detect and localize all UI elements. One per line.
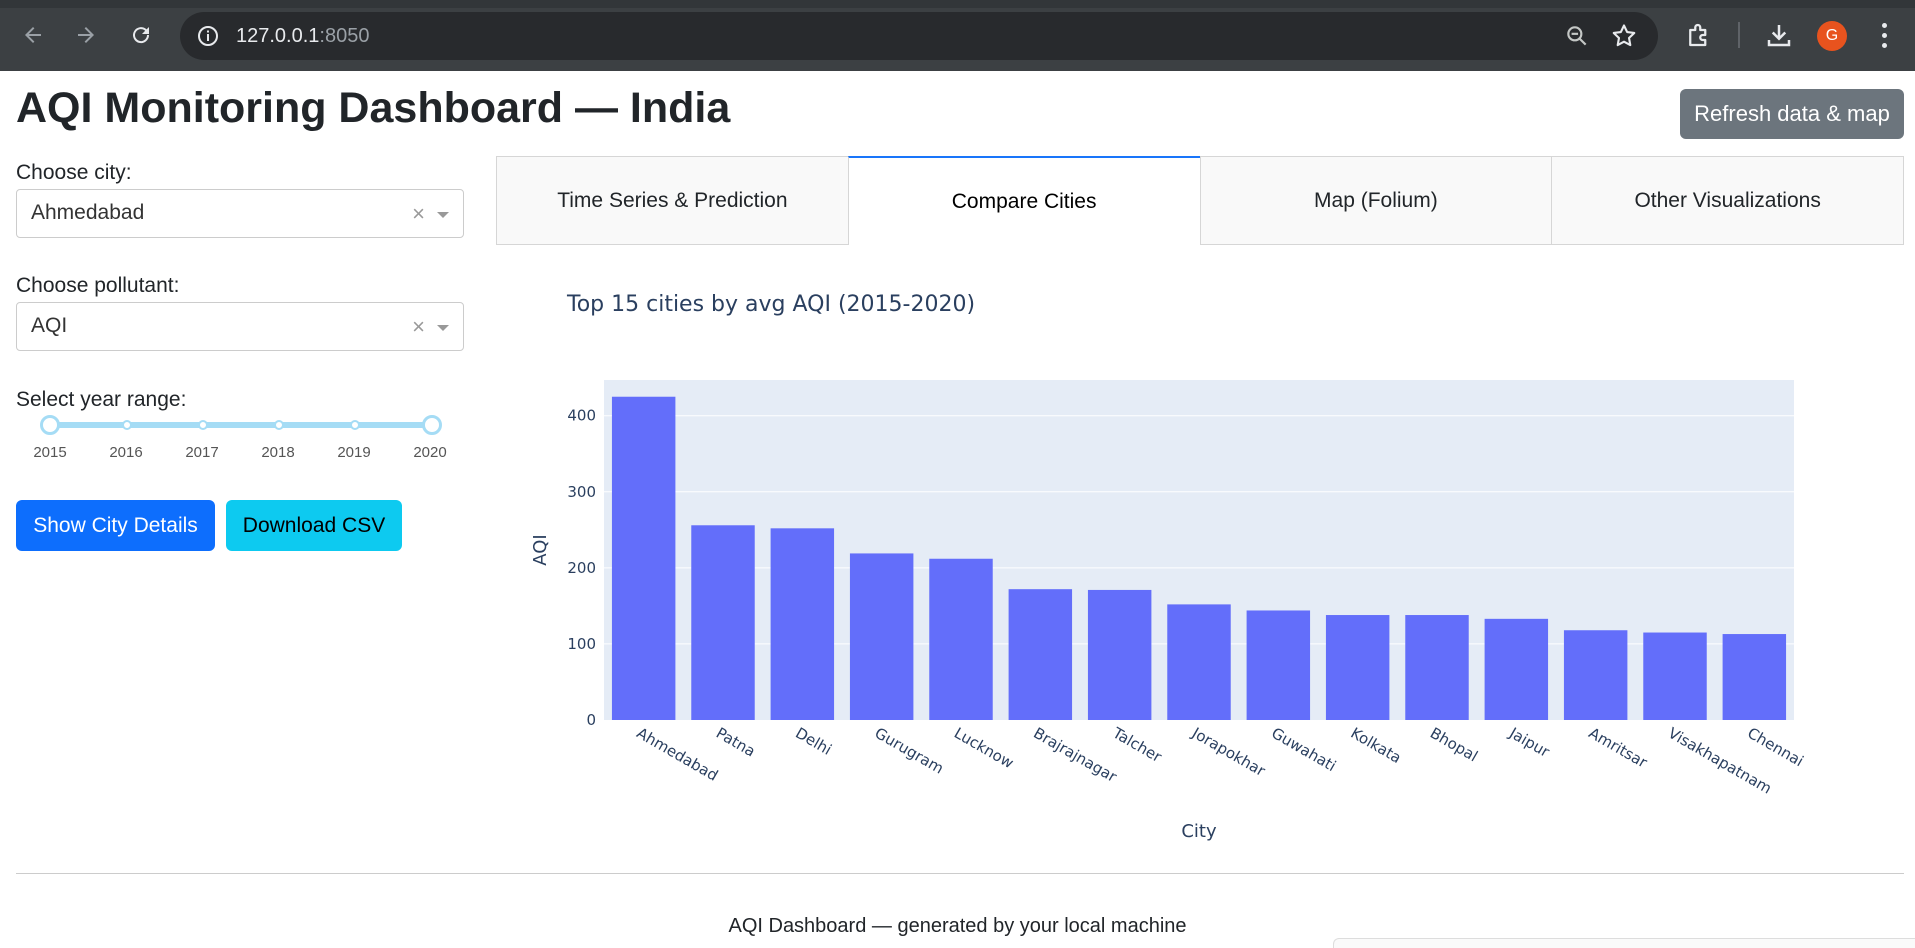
download-icon[interactable] — [1764, 20, 1794, 50]
chart-title: Top 15 cities by avg AQI (2015-2020) — [566, 292, 975, 317]
y-tick-label: 0 — [586, 711, 596, 729]
tab-bar: Time Series & Prediction Compare Cities … — [496, 156, 1904, 245]
bar — [849, 553, 914, 720]
download-csv-button[interactable]: Download CSV — [226, 500, 402, 551]
slider-dot — [122, 420, 132, 430]
slider-mark: 2018 — [261, 444, 295, 461]
compare-cities-chart: 0 100 200 300 400 Ahmedabad Patna Delhi Gurugram… — [496, 250, 1904, 850]
x-tick-label: Brajrajnagar — [1030, 724, 1120, 786]
zoom-icon[interactable] — [1564, 23, 1590, 49]
bar — [611, 396, 676, 720]
bar — [1643, 632, 1707, 720]
profile-avatar[interactable]: G — [1817, 21, 1847, 51]
back-arrow-icon[interactable] — [16, 18, 50, 52]
x-tick-label: Ahmedabad — [634, 724, 721, 785]
tab-time-series[interactable]: Time Series & Prediction — [496, 156, 849, 245]
tab-map[interactable]: Map (Folium) — [1199, 156, 1553, 245]
x-tick-label: Jaipur — [1505, 723, 1553, 761]
y-axis-title: AQI — [530, 534, 551, 565]
x-tick-label: Chennai — [1744, 724, 1806, 770]
page-title: AQI Monitoring Dashboard — India — [16, 84, 731, 132]
address-bar[interactable]: 127.0.0.1:8050 — [180, 12, 1658, 60]
bar — [1325, 615, 1390, 720]
slider-dot — [198, 420, 208, 430]
show-city-details-button[interactable]: Show City Details — [16, 500, 215, 551]
y-tick-label: 400 — [567, 407, 596, 425]
city-label: Choose city: — [16, 161, 132, 184]
refresh-button[interactable]: Refresh data & map — [1680, 89, 1904, 139]
year-range-slider[interactable]: 2015 2016 2017 2018 2019 2020 — [28, 412, 448, 472]
clear-icon[interactable]: × — [412, 314, 425, 339]
city-dropdown[interactable]: Ahmedabad × — [16, 189, 464, 238]
bar — [1087, 589, 1152, 720]
x-tick-label: Delhi — [792, 724, 834, 759]
x-tick-label: Jorapokhar — [1188, 723, 1269, 780]
reload-icon[interactable] — [124, 18, 158, 52]
slider-mark: 2015 — [33, 444, 67, 461]
url-text: 127.0.0.1:8050 — [236, 25, 369, 48]
slider-mark: 2019 — [337, 444, 371, 461]
bar — [1722, 634, 1787, 720]
bookmark-star-icon[interactable] — [1610, 22, 1638, 50]
year-range-label: Select year range: — [16, 388, 187, 411]
bar — [1167, 604, 1231, 720]
x-tick-label: Kolkata — [1348, 724, 1405, 767]
slider-mark: 2016 — [109, 444, 143, 461]
clear-icon[interactable]: × — [412, 201, 425, 226]
url-port: :8050 — [319, 25, 370, 47]
slider-dot — [274, 420, 284, 430]
site-info-icon[interactable] — [196, 24, 220, 48]
x-tick-label: Talcher — [1109, 723, 1166, 766]
city-dropdown-value: Ahmedabad — [31, 201, 145, 224]
bar — [1008, 589, 1073, 720]
pollutant-dropdown[interactable]: AQI × — [16, 302, 464, 351]
url-host: 127.0.0.1 — [236, 25, 320, 47]
slider-mark: 2020 — [413, 444, 447, 461]
bar — [1563, 630, 1628, 720]
floating-panel-edge — [1333, 938, 1915, 948]
tab-compare-cities[interactable]: Compare Cities — [847, 156, 1201, 245]
footer-divider — [16, 873, 1904, 874]
bar — [929, 558, 993, 720]
pollutant-label: Choose pollutant: — [16, 274, 180, 297]
x-axis-title: City — [1181, 821, 1217, 842]
x-tick-label: Patna — [713, 724, 759, 761]
x-tick-label: Amritsar — [1586, 724, 1651, 772]
x-tick-label: Gurugram — [872, 724, 947, 778]
tab-strip — [0, 0, 1915, 8]
y-tick-label: 300 — [567, 483, 596, 501]
forward-arrow-icon[interactable] — [69, 18, 103, 52]
bar — [1405, 615, 1469, 720]
x-tick-label: Guwahati — [1268, 724, 1339, 775]
x-tick-label: Bhopal — [1427, 724, 1481, 766]
bar — [1246, 610, 1311, 720]
bar — [1484, 618, 1549, 720]
slider-handle-end[interactable] — [422, 415, 442, 435]
footer-text: AQI Dashboard — generated by your local … — [728, 915, 1187, 937]
y-tick-label: 200 — [567, 559, 596, 577]
x-tick-label: Lucknow — [951, 724, 1017, 772]
toolbar-divider — [1738, 22, 1740, 48]
pollutant-dropdown-value: AQI — [31, 314, 68, 337]
browser-toolbar: 127.0.0.1:8050 G — [0, 0, 1915, 71]
slider-handle-start[interactable] — [40, 415, 60, 435]
bar — [691, 525, 755, 720]
kebab-menu-icon[interactable] — [1874, 20, 1894, 50]
extensions-icon[interactable] — [1684, 20, 1714, 50]
bar — [770, 528, 835, 720]
chevron-down-icon[interactable] — [437, 325, 449, 331]
y-tick-label: 100 — [567, 635, 596, 653]
slider-track[interactable] — [50, 422, 432, 428]
chevron-down-icon[interactable] — [437, 212, 449, 218]
slider-dot — [350, 420, 360, 430]
slider-mark: 2017 — [185, 444, 219, 461]
tab-other-visualizations[interactable]: Other Visualizations — [1551, 156, 1904, 245]
